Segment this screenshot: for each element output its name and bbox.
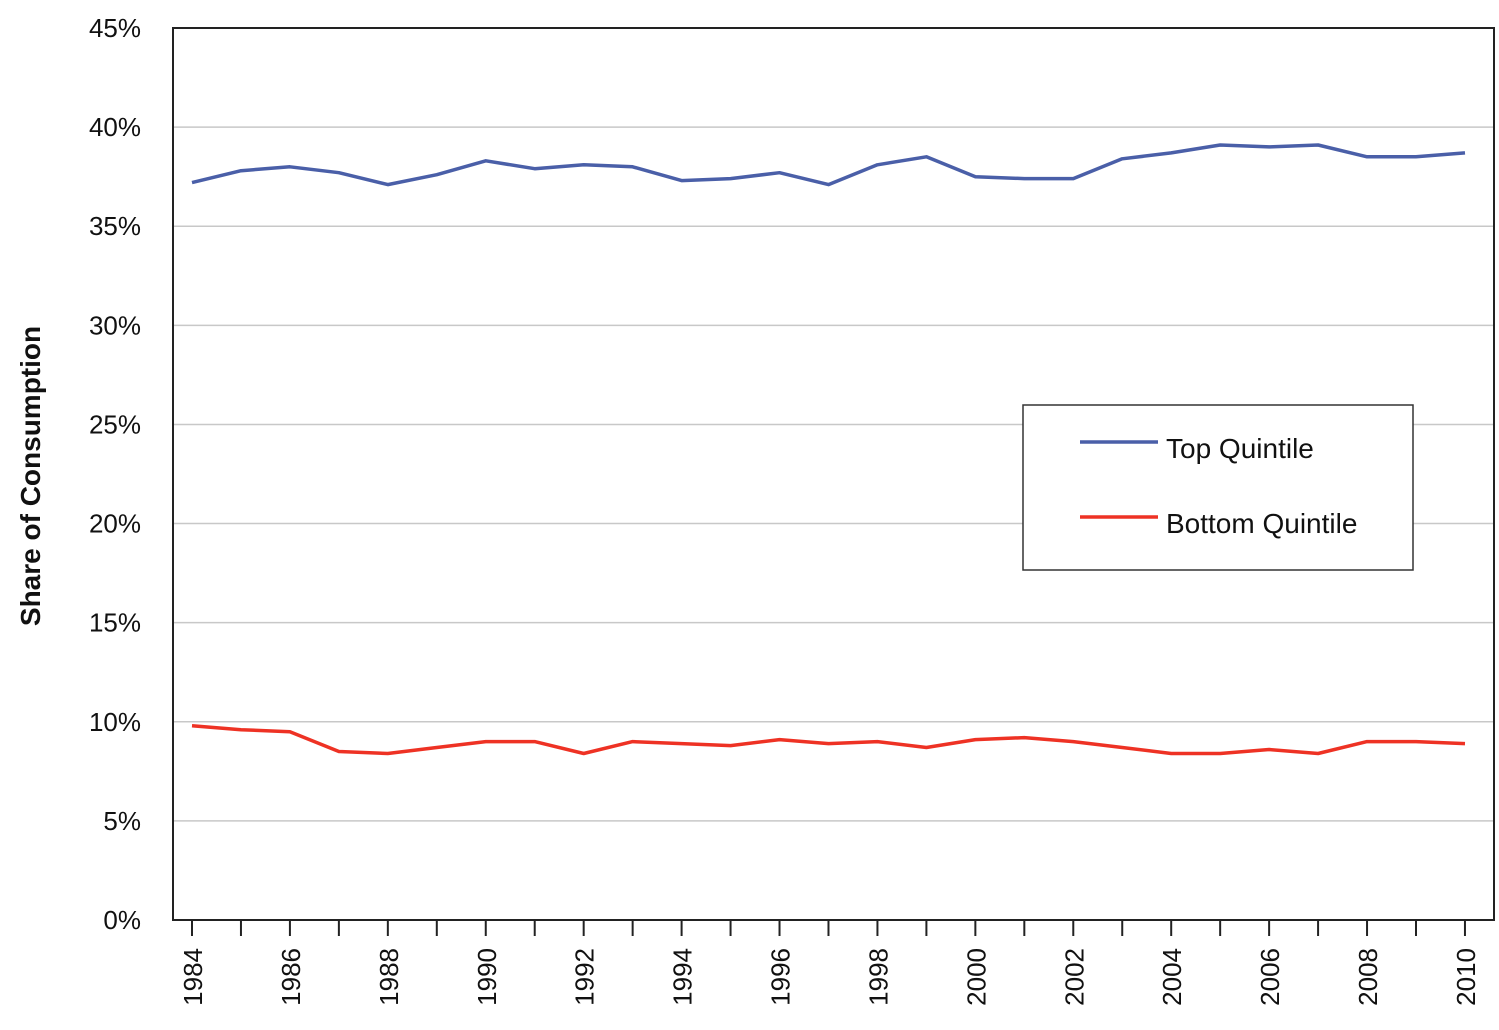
x-tick-label: 1998	[863, 948, 893, 1006]
x-axis-tick-labels: 1984 1986 1988 1990 1992 1994 1996 1998 2000 2002…	[178, 948, 1481, 1006]
legend-label-top-quintile: Top Quintile	[1166, 433, 1314, 464]
legend-label-bottom-quintile: Bottom Quintile	[1166, 508, 1357, 539]
series-line-bottom-quintile	[191, 723, 1466, 756]
y-tick-label: 35%	[89, 211, 141, 241]
x-tick-label: 1990	[472, 948, 502, 1006]
x-tick-label: 1988	[374, 948, 404, 1006]
legend: Top Quintile Bottom Quintile	[1022, 404, 1414, 571]
series-lines	[191, 143, 1466, 756]
y-tick-label: 5%	[103, 806, 141, 836]
y-tick-label: 20%	[89, 509, 141, 539]
y-tick-label: 25%	[89, 409, 141, 439]
x-tick-label: 1996	[766, 948, 796, 1006]
y-tick-label: 30%	[89, 310, 141, 340]
x-tick-label: 2006	[1255, 948, 1285, 1006]
x-tick-label: 1984	[178, 948, 208, 1006]
y-tick-label: 15%	[89, 608, 141, 638]
grid-lines	[173, 126, 1494, 822]
x-tick-label: 2010	[1451, 948, 1481, 1006]
series-line-top-quintile	[191, 143, 1466, 187]
x-tick-label: 2008	[1353, 948, 1383, 1006]
y-axis-title: Share of Consumption	[15, 326, 46, 626]
x-tick-label: 2002	[1059, 948, 1089, 1006]
y-tick-label: 10%	[89, 707, 141, 737]
x-tick-label: 1986	[276, 948, 306, 1006]
y-axis-tick-labels: 0% 5% 10% 15% 20% 25% 30% 35% 40% 45%	[89, 13, 141, 935]
y-tick-label: 0%	[103, 905, 141, 935]
x-tick-label: 1994	[668, 948, 698, 1006]
x-tick-label: 2000	[961, 948, 991, 1006]
x-tick-label: 1992	[570, 948, 600, 1006]
y-tick-label: 40%	[89, 112, 141, 142]
plot-frame	[172, 27, 1495, 921]
x-axis-ticks	[191, 920, 1466, 936]
y-tick-label: 45%	[89, 13, 141, 43]
x-tick-label: 2004	[1157, 948, 1187, 1006]
legend-box	[1022, 404, 1414, 571]
